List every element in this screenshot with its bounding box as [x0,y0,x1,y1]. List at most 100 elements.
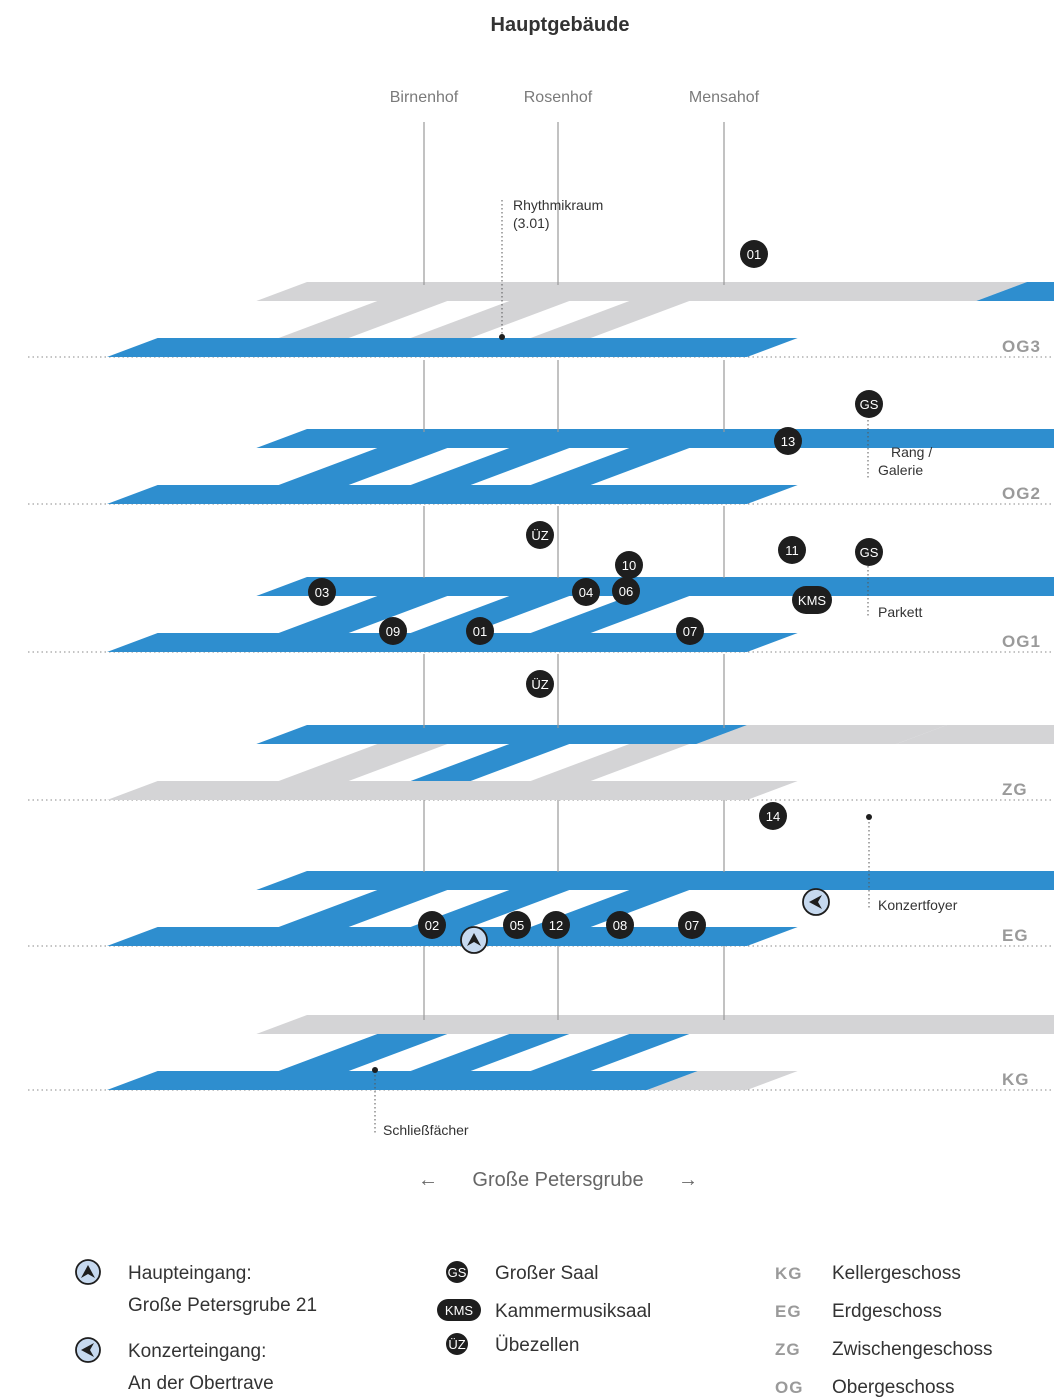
room-marker-og1-7[interactable]: 06 [612,577,640,605]
legend-entrance-main-line1: Haupteingang: [128,1263,252,1284]
room-marker-og1-3[interactable]: 11 [778,536,806,564]
room-marker-badge [678,911,706,939]
legend-entrance-main-line2: Große Petersgrube 21 [128,1295,317,1316]
floor-label-eg: EG [1002,926,1029,945]
legend-room-gs-label: Großer Saal [495,1263,598,1284]
room-marker-og1-11[interactable]: 07 [676,617,704,645]
floor-kg-front-band [107,1071,698,1090]
annotation-galerie: Galerie [878,462,923,478]
floor-label-og3: OG3 [1002,337,1041,356]
entrance-main-icon [75,1259,101,1285]
room-marker-badge [466,617,494,645]
room-marker-og2-1[interactable]: GS [855,390,883,418]
room-marker-badge [526,670,554,698]
room-marker-badge [418,911,446,939]
legend-floor-eg-code: EG [775,1302,802,1321]
room-badge-gs [446,1261,468,1283]
floor-eg-rear-band [256,871,1054,890]
room-marker-label: 07 [685,918,699,933]
floor-og1-rear-band [256,577,1054,596]
room-marker-eg-3[interactable]: 05 [503,911,531,939]
legend-room-kms: KMS Kammermusiksaal [437,1299,651,1322]
street-arrow-left-icon: ← [418,1169,438,1191]
room-marker-badge [542,911,570,939]
room-marker-eg-6[interactable]: 07 [678,911,706,939]
room-marker-label: 01 [747,247,761,262]
room-marker-eg-5[interactable]: 08 [606,911,634,939]
legend-room-gs: GS Großer Saal [446,1261,598,1284]
room-marker-badge [572,578,600,606]
room-marker-og1-6[interactable]: 04 [572,578,600,606]
legend-floor-zg-label: Zwischengeschoss [832,1339,993,1360]
room-marker-label: ÜZ [531,677,548,692]
room-marker-eg-2[interactable]: 02 [418,911,446,939]
room-marker-badge [503,911,531,939]
floor-og3-connector-3 [530,301,690,338]
legend-floor-zg: ZG Zwischengeschoss [775,1339,993,1360]
room-marker-og1-4[interactable]: GS [855,538,883,566]
floor-stack [107,282,1054,1090]
room-marker-og1-8[interactable]: KMS [792,586,832,614]
legend-entrance-concert: Konzerteingang: An der Obertrave [75,1337,274,1394]
room-marker-eg-4[interactable]: 12 [542,911,570,939]
floor-label-og2: OG2 [1002,484,1041,503]
room-marker-label: 02 [425,918,439,933]
floor-kg-rear-band [256,1015,1054,1034]
legend: Haupteingang: Große Petersgrube 21 Konze… [75,1259,993,1398]
room-marker-og3-1[interactable]: 01 [740,240,768,268]
legend-floor-eg: EG Erdgeschoss [775,1301,942,1322]
room-marker-og2-2[interactable]: 13 [774,427,802,455]
floor-zg-front-band [107,781,798,800]
room-marker-og1-2[interactable]: 10 [615,551,643,579]
room-marker-label: 13 [781,434,795,449]
room-marker-badge [526,521,554,549]
floor-og2-connector-3 [530,448,690,485]
room-marker-badge [615,551,643,579]
annotation-parkett: Parkett [878,604,922,620]
entrance-markers [460,888,830,954]
room-marker-eg-1[interactable]: 14 [759,802,787,830]
room-marker-badge [759,802,787,830]
room-marker-label: GS [860,397,879,412]
room-marker-label: 12 [549,918,563,933]
floor-og2-connector-2 [410,448,570,485]
legend-floor-zg-code: ZG [775,1340,801,1359]
room-marker-label: 14 [766,809,780,824]
floor-og3-rear-band [976,282,1054,301]
legend-entrance-main: Haupteingang: Große Petersgrube 21 [75,1259,317,1316]
floor-og1-connector-3 [530,596,690,633]
floor-og2-front-band [107,485,798,504]
room-marker-badge [855,390,883,418]
room-marker-badge [379,617,407,645]
leader-dot-schliessfaecher [372,1067,378,1073]
legend-room-uez-label: Übezellen [495,1335,580,1356]
legend-room-uez: ÜZ Übezellen [446,1333,580,1356]
room-marker-zg-1[interactable]: ÜZ [526,670,554,698]
room-marker-label: KMS [798,593,827,608]
legend-entrance-concert-line2: An der Obertrave [128,1373,274,1394]
room-marker-og1-5[interactable]: 03 [308,578,336,606]
leader-dot-rhythmikraum [499,334,505,340]
room-marker-og1-10[interactable]: 01 [466,617,494,645]
room-marker-badge [792,586,832,614]
floor-og1-connector-2 [410,596,570,633]
annotation-schliessfaecher: Schließfächer [383,1122,469,1138]
room-marker-badge [855,538,883,566]
annotation-rhythmikraum-number: (3.01) [513,215,550,231]
floor-eg-connector-2 [410,890,570,927]
floor-og1-connector-1 [278,596,448,633]
floor-eg-connector-1 [278,890,448,927]
floor-og2 [107,429,1054,504]
floor-kg-connector-2 [410,1034,570,1071]
room-marker-og1-1[interactable]: ÜZ [526,521,554,549]
room-marker-label: 01 [473,624,487,639]
courtyard-label-birnenhof: Birnenhof [390,89,459,106]
room-marker-label: 11 [785,543,799,558]
street-arrow-right-icon: → [678,1169,698,1191]
room-marker-badge [606,911,634,939]
entrance-concert-icon[interactable] [802,888,830,916]
entrance-main-icon[interactable] [460,926,488,954]
legend-floor-eg-label: Erdgeschoss [832,1301,942,1322]
room-marker-og1-9[interactable]: 09 [379,617,407,645]
